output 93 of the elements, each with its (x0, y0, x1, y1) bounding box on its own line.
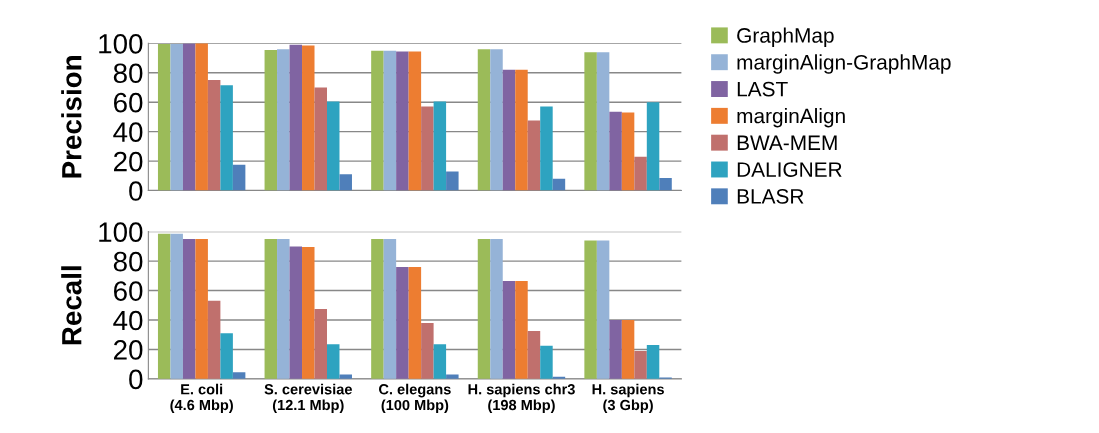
bar (584, 52, 597, 191)
bar (433, 344, 447, 379)
y-tick-label: 100 (99, 222, 143, 242)
bar (490, 239, 503, 379)
bar (540, 345, 553, 379)
bar (371, 239, 384, 379)
bar (515, 69, 528, 191)
bar (621, 112, 635, 191)
bar (659, 178, 672, 191)
y-tick-label: 20 (114, 340, 143, 360)
bar (170, 44, 183, 191)
bar (195, 43, 208, 191)
legend-label: LAST (737, 81, 788, 97)
bar (289, 44, 303, 191)
bar (289, 246, 303, 379)
bar (609, 319, 622, 379)
bar (207, 300, 221, 379)
y-tick-label: 0 (129, 181, 143, 201)
y-axis-title: Recall (61, 266, 82, 345)
legend-label: DALIGNER (737, 162, 842, 177)
bar (277, 49, 290, 191)
y-axis-title: Precision (61, 56, 82, 178)
bar (621, 319, 635, 379)
y-tick-label: 40 (113, 122, 143, 142)
bar (634, 350, 647, 379)
bar (232, 164, 246, 191)
bar (502, 69, 516, 191)
bar (302, 247, 315, 379)
bar (446, 374, 459, 379)
bar (502, 280, 516, 379)
bar (433, 101, 447, 191)
y-tick-label: 80 (113, 251, 143, 272)
legend-label: GraphMap (737, 27, 834, 47)
bar (182, 239, 196, 379)
y-tick-label: 80 (113, 63, 143, 84)
bar (170, 233, 183, 379)
bar (408, 266, 422, 379)
legend-label: marginAlign-GraphMap (737, 54, 951, 74)
bar (277, 239, 290, 379)
bar (609, 111, 622, 191)
bar (646, 102, 660, 191)
legend-label: marginAlign (737, 107, 845, 128)
bar (207, 80, 221, 191)
bar (157, 44, 171, 191)
bar (421, 322, 434, 379)
bar (446, 171, 459, 191)
bar (421, 106, 434, 191)
x-tick-label: S. cerevisiae (12.1 Mbp) (264, 383, 352, 414)
bar (264, 239, 278, 379)
y-tick-label: 60 (114, 92, 143, 113)
y-tick-label: 60 (114, 281, 143, 301)
bar (490, 49, 503, 191)
bar (302, 45, 315, 191)
bar (396, 266, 409, 379)
bar (220, 85, 233, 191)
bar (371, 50, 384, 191)
bar (515, 280, 528, 379)
bar (552, 178, 566, 191)
x-tick-label: H. sapiens (3 Gbp) (592, 383, 664, 414)
x-tick-label: C. elegans (100 Mbp) (379, 383, 451, 414)
y-tick-label: 20 (114, 151, 143, 172)
bar (477, 49, 491, 191)
bar (339, 174, 352, 191)
bar (220, 333, 233, 379)
x-tick-label: E. coli (4.6 Mbp) (170, 383, 233, 414)
bar (596, 240, 610, 379)
bar (584, 240, 597, 379)
bar (314, 308, 327, 379)
bar (540, 106, 553, 191)
bar (339, 374, 352, 379)
bar (314, 87, 327, 191)
bar (383, 239, 397, 379)
bar (396, 51, 409, 191)
bar (327, 344, 340, 379)
bar (527, 331, 541, 379)
bar (327, 101, 340, 191)
bar (195, 239, 208, 379)
legend-label: BWA-MEM (737, 135, 837, 150)
bar (596, 52, 610, 191)
bar (634, 156, 647, 191)
y-tick-label: 40 (113, 310, 143, 331)
bar (264, 49, 278, 191)
bar (383, 50, 397, 191)
bar (408, 51, 422, 191)
bar (157, 233, 171, 379)
legend-label: BLASR (737, 189, 804, 204)
y-tick-label: 100 (99, 33, 143, 54)
y-tick-label: 0 (129, 369, 143, 390)
bar (182, 43, 196, 191)
bar (646, 345, 660, 379)
x-tick-label: H. sapiens chr3 (198 Mbp) (468, 383, 575, 414)
bar (527, 120, 541, 191)
bar (477, 239, 491, 379)
